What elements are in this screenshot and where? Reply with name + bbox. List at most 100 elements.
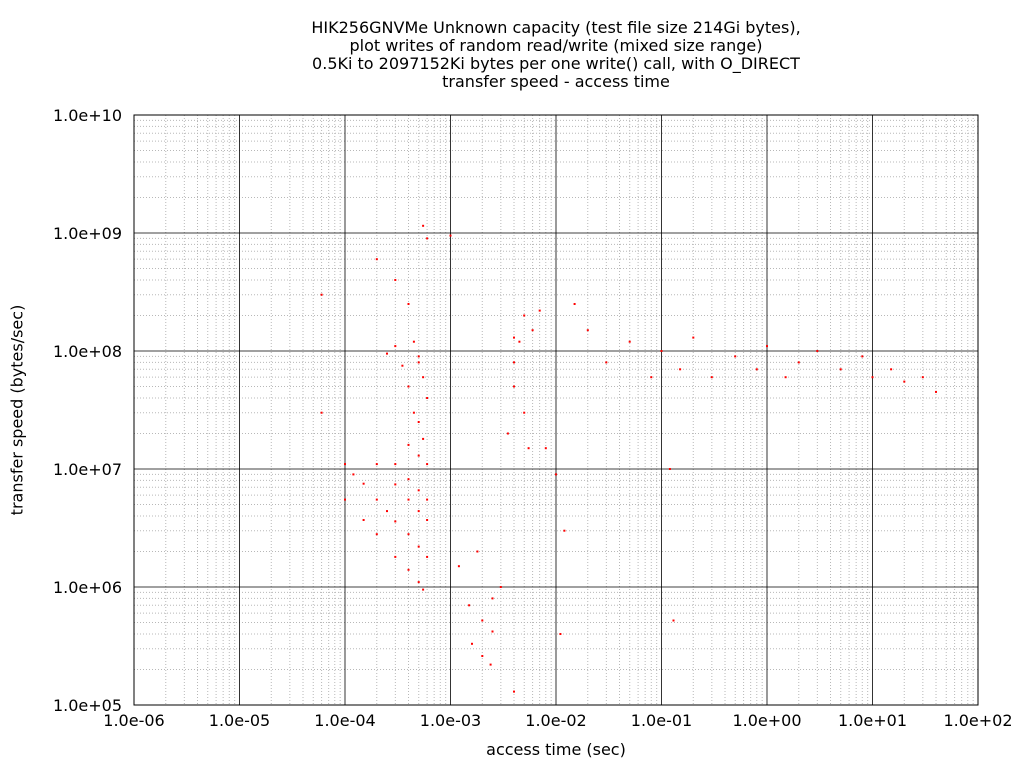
chart-title-line-1: HIK256GNVMe Unknown capacity (test file …: [311, 18, 801, 37]
data-point: [755, 368, 758, 371]
x-tick-label: 1.0e-04: [314, 711, 375, 730]
data-point: [481, 619, 484, 622]
data-point: [513, 336, 515, 339]
data-point: [426, 498, 429, 501]
data-point: [563, 529, 566, 532]
y-tick-label: 1.0e+06: [53, 578, 122, 597]
data-point: [417, 545, 420, 548]
data-point: [426, 555, 429, 558]
data-point: [417, 489, 420, 492]
data-point: [531, 329, 534, 332]
y-tick-label: 1.0e+09: [53, 224, 122, 243]
x-tick-label: 1.0e-05: [209, 711, 270, 730]
x-tick-label: 1.0e-03: [420, 711, 481, 730]
x-tick-label: 1.0e-02: [525, 711, 586, 730]
data-point: [362, 519, 365, 521]
data-point: [734, 355, 737, 358]
data-point: [426, 519, 429, 521]
data-point: [320, 411, 323, 414]
data-point: [407, 303, 410, 305]
data-point: [935, 390, 937, 393]
data-point: [407, 385, 410, 388]
data-point: [449, 234, 452, 237]
data-point: [422, 437, 425, 440]
data-point: [489, 663, 492, 666]
data-point: [506, 432, 509, 435]
data-point: [523, 314, 526, 317]
data-point: [890, 368, 893, 371]
chart-title-line-3: 0.5Ki to 2097152Ki bytes per one write()…: [312, 54, 800, 73]
chart-title-line-2: plot writes of random read/write (mixed …: [349, 36, 763, 55]
data-point: [555, 473, 557, 476]
x-tick-label: 1.0e+01: [838, 711, 907, 730]
data-point: [871, 376, 874, 379]
y-tick-label: 1.0e+08: [53, 342, 122, 361]
data-point: [476, 550, 479, 553]
data-point: [417, 581, 420, 584]
data-point: [518, 340, 521, 343]
data-point: [412, 411, 415, 414]
data-point: [422, 588, 425, 591]
data-point: [417, 421, 420, 423]
data-point: [605, 361, 608, 364]
data-point: [784, 376, 787, 379]
x-tick-label: 1.0e-06: [103, 711, 164, 730]
data-point: [544, 447, 547, 450]
data-point: [394, 483, 397, 486]
data-point: [481, 655, 484, 657]
data-point: [386, 510, 388, 513]
data-point: [394, 520, 397, 523]
data-point: [394, 555, 397, 558]
data-point: [352, 473, 355, 476]
data-point: [559, 633, 562, 635]
data-point: [386, 352, 388, 355]
data-point: [422, 224, 425, 227]
plot-frame: [133, 114, 979, 706]
y-axis-label: transfer speed (bytes/sec): [7, 304, 27, 516]
data-point: [650, 376, 653, 379]
x-tick-label: 1.0e-01: [631, 711, 692, 730]
data-point: [672, 619, 675, 622]
data-point: [468, 604, 471, 607]
data-point: [344, 463, 346, 466]
data-point: [417, 454, 420, 457]
data-point: [513, 690, 515, 693]
data-point: [375, 258, 378, 261]
x-axis-label: access time (sec): [486, 740, 626, 759]
data-point: [375, 463, 378, 466]
data-point: [491, 630, 494, 633]
data-point: [407, 478, 410, 481]
data-point: [320, 293, 323, 296]
data-point: [766, 345, 768, 348]
data-point: [417, 361, 420, 364]
data-point: [401, 364, 404, 367]
data-point: [513, 361, 515, 364]
data-point: [628, 340, 631, 343]
data-points: [320, 224, 937, 693]
data-point: [375, 498, 378, 501]
data-point: [692, 336, 695, 339]
data-point: [394, 279, 397, 281]
data-point: [499, 586, 502, 588]
data-point: [491, 597, 494, 600]
data-point: [861, 355, 864, 358]
data-point: [362, 482, 365, 485]
data-point: [797, 361, 800, 364]
data-point: [417, 355, 420, 358]
tick-labels: 1.0e-06 1.0e-05 1.0e-04 1.0e-03 1.0e-02 1.0e-…: [53, 106, 1013, 730]
data-point: [457, 565, 460, 568]
x-tick-label: 1.0e+02: [943, 711, 1012, 730]
data-point: [407, 443, 410, 446]
data-point: [903, 380, 906, 383]
data-point: [573, 303, 576, 305]
data-point: [394, 463, 397, 466]
y-tick-label: 1.0e+05: [53, 696, 122, 715]
data-point: [426, 463, 429, 466]
data-point: [527, 447, 530, 450]
data-point: [839, 368, 842, 371]
data-point: [394, 345, 397, 348]
data-point: [523, 411, 526, 414]
data-point: [407, 533, 410, 536]
data-point: [407, 498, 410, 501]
